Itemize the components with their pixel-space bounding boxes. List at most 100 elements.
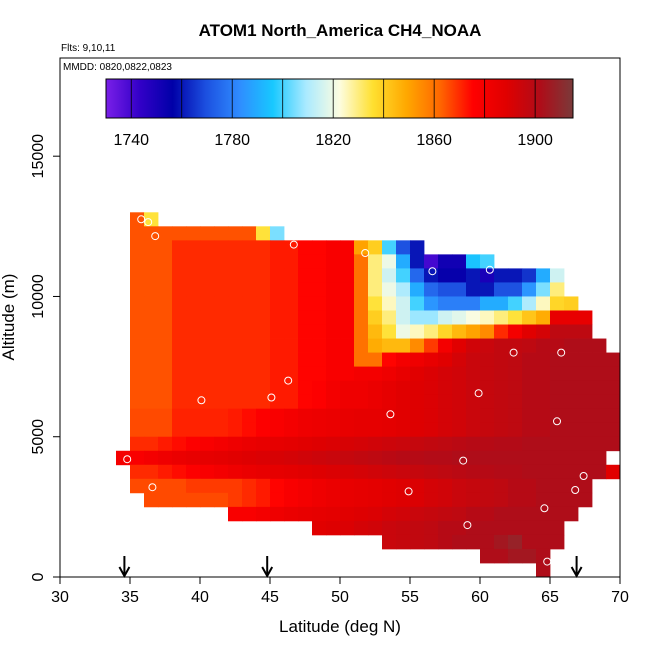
heatmap-cell — [536, 324, 551, 339]
heatmap-cell — [144, 338, 159, 353]
heatmap-cell — [256, 310, 271, 325]
heatmap-cell — [494, 408, 509, 424]
heatmap-cell — [312, 240, 327, 255]
heatmap-cell — [242, 450, 257, 466]
heatmap-cell — [536, 268, 551, 283]
heatmap-cell — [382, 408, 397, 424]
heatmap-cell — [340, 506, 355, 522]
heatmap-cell — [550, 394, 565, 410]
heatmap-cell — [144, 296, 159, 311]
heatmap-cell — [578, 366, 593, 382]
y-tick-label: 15000 — [30, 134, 47, 179]
heatmap-cell — [368, 380, 383, 396]
heatmap-cell — [200, 422, 215, 438]
heatmap-cell — [536, 478, 551, 494]
heatmap-cell — [410, 534, 425, 550]
heatmap-cell — [228, 352, 243, 367]
heatmap-cell — [256, 226, 271, 241]
heatmap-cell — [270, 506, 285, 522]
heatmap-cell — [158, 324, 173, 339]
heatmap-cell — [382, 352, 397, 367]
heatmap-cell — [130, 408, 145, 424]
heatmap-cell — [284, 478, 299, 494]
heatmap-cell — [214, 352, 229, 367]
heatmap-cell — [592, 380, 607, 396]
arrow-head — [118, 566, 131, 579]
arrow-head — [261, 566, 274, 579]
flight-arrows — [118, 556, 583, 579]
heatmap-cell — [172, 436, 187, 452]
heatmap-cell — [522, 394, 537, 410]
heatmap-cell — [550, 520, 565, 536]
heatmap-cell — [550, 296, 565, 311]
heatmap-cell — [158, 436, 173, 452]
heatmap-cell — [228, 268, 243, 283]
observation-point — [144, 218, 153, 227]
heatmap-cell — [564, 478, 579, 494]
heatmap-cell — [214, 478, 229, 494]
heatmap-cell — [382, 338, 397, 353]
heatmap-cell — [242, 422, 257, 438]
heatmap-cell — [606, 422, 621, 438]
heatmap-cell — [326, 366, 341, 382]
heatmap-cell — [284, 506, 299, 522]
x-tick-label: 35 — [121, 589, 139, 606]
heatmap-cell — [494, 366, 509, 382]
heatmap-cell — [508, 268, 523, 283]
heatmap-cell — [312, 380, 327, 396]
heatmap-cell — [494, 464, 509, 480]
heatmap-cell — [508, 324, 523, 339]
heatmap-cell — [466, 492, 481, 508]
heatmap-cell — [130, 394, 145, 410]
observation-point — [428, 267, 437, 276]
heatmap-cell — [228, 408, 243, 424]
heatmap-cell — [466, 478, 481, 494]
heatmap-cell — [368, 450, 383, 466]
heatmap-cell — [256, 492, 271, 508]
heatmap-cell — [200, 492, 215, 508]
heatmap-cell — [452, 338, 467, 353]
heatmap-cell — [592, 366, 607, 382]
heatmap-cell — [228, 338, 243, 353]
heatmap-cell — [452, 366, 467, 382]
heatmap-cell — [382, 534, 397, 550]
heatmap-cell — [130, 422, 145, 438]
heatmap-cell — [438, 464, 453, 480]
heatmap-cell — [186, 478, 201, 494]
heatmap-cell — [242, 492, 257, 508]
heatmap-cell — [256, 352, 271, 367]
heatmap-cell — [158, 338, 173, 353]
heatmap-cell — [214, 324, 229, 339]
heatmap-cell — [326, 254, 341, 269]
heatmap-cell — [214, 254, 229, 269]
heatmap-cell — [396, 478, 411, 494]
dates-annotation: MMDD: 0820,0822,0823 — [63, 62, 172, 73]
heatmap-cell — [410, 254, 425, 269]
heatmap-cell — [130, 436, 145, 452]
heatmap-cell — [550, 408, 565, 424]
heatmap-cell — [242, 394, 257, 410]
heatmap-cell — [354, 268, 369, 283]
heatmap-cell — [480, 408, 495, 424]
heatmap-cell — [452, 422, 467, 438]
heatmap-cell — [480, 380, 495, 396]
heatmap-cell — [592, 436, 607, 452]
heatmap-cell — [564, 352, 579, 367]
heatmap-cell — [200, 380, 215, 396]
heatmap-cell — [312, 254, 327, 269]
heatmap-cell — [228, 296, 243, 311]
heatmap-cell — [382, 520, 397, 536]
heatmap-cell — [424, 450, 439, 466]
heatmap-cell — [494, 492, 509, 508]
heatmap-cell — [270, 478, 285, 494]
heatmap-cell — [424, 338, 439, 353]
heatmap-cell — [466, 380, 481, 396]
heatmap-cell — [536, 296, 551, 311]
heatmap-cell — [326, 240, 341, 255]
heatmap-cell — [298, 366, 313, 382]
heatmap-cell — [200, 324, 215, 339]
heatmap-cell — [214, 492, 229, 508]
heatmap-cell — [606, 436, 621, 452]
heatmap-cell — [550, 534, 565, 550]
heatmap-cell — [564, 408, 579, 424]
